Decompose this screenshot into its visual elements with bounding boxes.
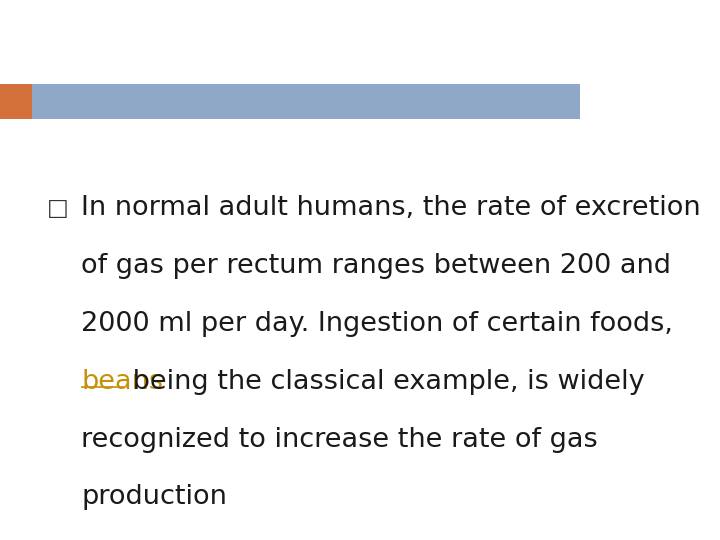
- Text: 2000 ml per day. Ingestion of certain foods,: 2000 ml per day. Ingestion of certain fo…: [81, 311, 673, 337]
- Text: recognized to increase the rate of gas: recognized to increase the rate of gas: [81, 427, 598, 453]
- Bar: [32, 84, 580, 119]
- Bar: [0, 84, 32, 119]
- Text: being the classical example, is widely: being the classical example, is widely: [124, 369, 644, 395]
- Text: beans: beans: [81, 369, 163, 395]
- Text: production: production: [81, 484, 227, 510]
- Text: □: □: [46, 197, 68, 220]
- Text: of gas per rectum ranges between 200 and: of gas per rectum ranges between 200 and: [81, 253, 671, 279]
- Text: In normal adult humans, the rate of excretion: In normal adult humans, the rate of excr…: [81, 195, 701, 221]
